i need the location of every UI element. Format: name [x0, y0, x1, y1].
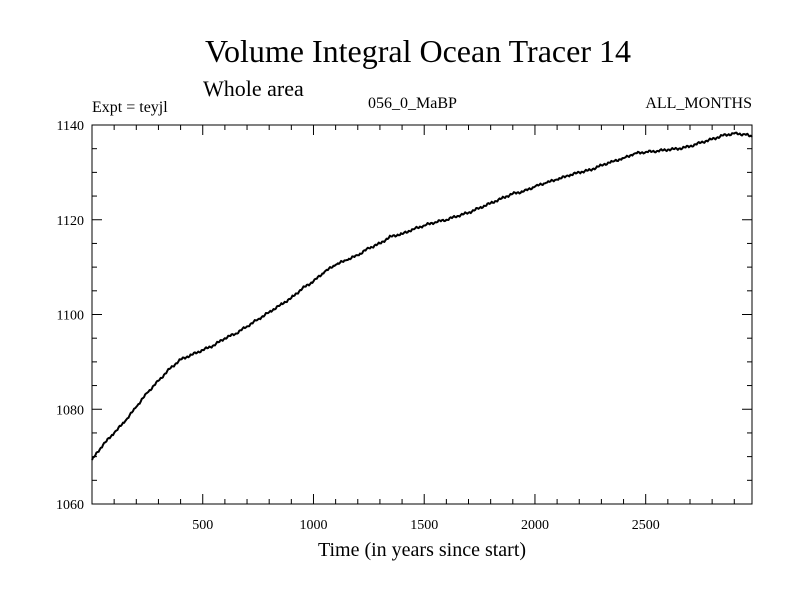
- y-tick-label: 1120: [57, 214, 84, 229]
- chart-subtitle: Whole area: [203, 76, 304, 101]
- x-tick-label: 1000: [299, 518, 327, 533]
- run-label: 056_0_MaBP: [368, 95, 457, 112]
- x-tick-label: 1500: [410, 518, 438, 533]
- x-tick-label: 2500: [632, 518, 660, 533]
- y-axis-ticks: 1060 1080 1100 1120 1140: [56, 119, 752, 513]
- chart-title: Volume Integral Ocean Tracer 14: [205, 33, 631, 69]
- x-axis-label: Time (in years since start): [318, 539, 526, 561]
- x-tick-label: 2000: [521, 518, 549, 533]
- expt-label: Expt = teyjl: [92, 99, 168, 116]
- x-tick-label: 500: [192, 518, 213, 533]
- period-label: ALL_MONTHS: [645, 95, 752, 112]
- x-axis-ticks: 500 1000 1500 2000 2500: [192, 125, 660, 533]
- y-tick-label: 1140: [57, 119, 84, 134]
- minor-ticks: [92, 125, 752, 504]
- y-tick-label: 1060: [56, 498, 84, 513]
- plot-frame: [91, 124, 753, 505]
- series-line: [91, 131, 753, 461]
- y-tick-label: 1100: [57, 309, 84, 324]
- y-tick-label: 1080: [56, 403, 84, 418]
